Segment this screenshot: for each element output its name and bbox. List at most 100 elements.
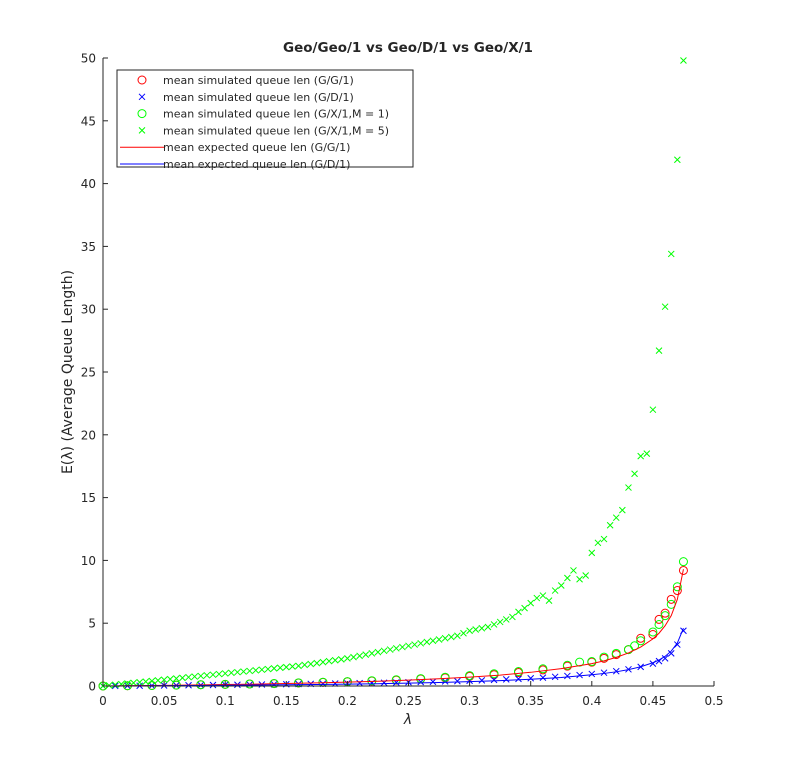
- data-point-x: [209, 671, 217, 679]
- legend-label: mean simulated queue len (G/G/1): [163, 74, 354, 87]
- legend-entry-4: mean simulated queue len (G/X/1,M = 5): [138, 124, 389, 137]
- y-tick-label: 5: [88, 617, 96, 631]
- data-point-x: [460, 629, 467, 637]
- data-point-x: [337, 656, 345, 663]
- data-point-x: [612, 667, 620, 675]
- data-point-circle: [660, 611, 670, 621]
- data-point-x: [521, 604, 528, 612]
- data-point-x: [160, 676, 168, 684]
- y-tick-label: 10: [81, 554, 96, 568]
- data-point-x: [588, 670, 596, 678]
- x-tick-label: 0.25: [395, 694, 422, 708]
- legend-label: mean expected queue len (G/G/1): [163, 141, 350, 154]
- data-point-x: [301, 661, 308, 669]
- series-group: [98, 57, 688, 691]
- data-point-circle: [538, 664, 548, 674]
- data-point-x: [423, 638, 431, 646]
- data-point-x: [564, 574, 571, 582]
- data-point-x: [661, 655, 669, 662]
- data-point-x: [142, 678, 150, 685]
- data-point-x: [649, 406, 657, 414]
- data-point-circle: [654, 619, 664, 629]
- data-point-x: [203, 671, 211, 679]
- data-point-x: [374, 648, 382, 656]
- y-tick-label: 35: [81, 240, 96, 254]
- data-point-x: [539, 674, 547, 681]
- y-tick-label: 30: [81, 303, 96, 317]
- data-point-x: [429, 678, 437, 686]
- legend-entry-5: mean expected queue len (G/G/1): [120, 141, 350, 154]
- data-point-x: [606, 521, 614, 529]
- data-point-x: [502, 616, 510, 623]
- legend-label: mean expected queue len (G/D/1): [163, 158, 350, 171]
- data-point-x: [637, 452, 645, 460]
- data-point-x: [172, 675, 180, 682]
- x-tick-label: 0.15: [273, 694, 300, 708]
- data-point-x: [588, 549, 596, 557]
- data-point-x: [179, 674, 186, 682]
- data-point-x: [136, 678, 144, 686]
- legend-entry-1: mean simulated queue len (G/G/1): [137, 74, 354, 87]
- legend-x-swatch: [138, 127, 146, 134]
- data-point-x: [661, 303, 669, 311]
- data-point-x: [356, 679, 363, 687]
- legend-box: [116, 69, 414, 168]
- data-point-x: [502, 675, 510, 683]
- x-tick-label: 0.05: [151, 694, 178, 708]
- data-point-x: [295, 662, 302, 670]
- data-point-x: [356, 652, 363, 660]
- legend-circle-swatch: [137, 75, 147, 85]
- data-point-x: [557, 582, 565, 589]
- data-point-circle: [636, 633, 646, 643]
- data-point-x: [594, 539, 602, 547]
- data-point-x: [472, 626, 480, 633]
- data-point-x: [551, 587, 559, 594]
- data-point-circle: [666, 594, 676, 604]
- data-point-x: [111, 681, 119, 689]
- data-point-x: [612, 514, 620, 522]
- chart-title: Geo/Geo/1 vs Geo/D/1 vs Geo/X/1: [283, 40, 533, 56]
- data-point-x: [490, 621, 498, 628]
- series-line: [102, 569, 684, 687]
- data-point-x: [246, 667, 253, 675]
- data-point-x: [551, 673, 559, 681]
- data-point-x: [478, 624, 486, 632]
- data-point-circle: [678, 565, 688, 575]
- y-tick-label: 15: [81, 491, 96, 505]
- series-6: [102, 628, 684, 687]
- data-point-x: [331, 680, 339, 687]
- data-point-x: [655, 347, 663, 355]
- data-point-x: [185, 673, 192, 681]
- data-point-x: [405, 642, 412, 650]
- series-line: [102, 628, 684, 687]
- x-tick-label: 0.1: [216, 694, 235, 708]
- data-point-x: [618, 506, 626, 514]
- data-point-circle: [489, 669, 499, 679]
- data-point-x: [490, 676, 498, 684]
- legend-x-swatch: [138, 93, 146, 101]
- data-point-x: [582, 572, 590, 579]
- data-point-x: [368, 649, 376, 657]
- data-point-x: [240, 668, 247, 675]
- data-point-x: [667, 649, 675, 657]
- data-point-x: [515, 675, 522, 683]
- data-point-x: [411, 641, 418, 648]
- legend-label: mean simulated queue len (G/X/1,M = 5): [163, 124, 389, 137]
- data-point-x: [197, 672, 205, 680]
- data-point-x: [600, 669, 608, 677]
- data-point-x: [227, 669, 235, 677]
- data-point-x: [105, 682, 113, 689]
- data-point-x: [435, 636, 443, 643]
- data-point-x: [344, 655, 351, 662]
- data-point-x: [625, 484, 632, 491]
- data-point-circle: [513, 667, 523, 677]
- data-point-x: [509, 613, 516, 621]
- data-point-x: [527, 674, 535, 682]
- data-point-x: [386, 646, 394, 653]
- legend-label: mean simulated queue len (G/D/1): [163, 91, 354, 104]
- data-point-x: [539, 592, 547, 599]
- legend-circle-swatch: [137, 109, 147, 119]
- data-point-x: [600, 535, 608, 543]
- x-tick-label: 0: [99, 694, 107, 708]
